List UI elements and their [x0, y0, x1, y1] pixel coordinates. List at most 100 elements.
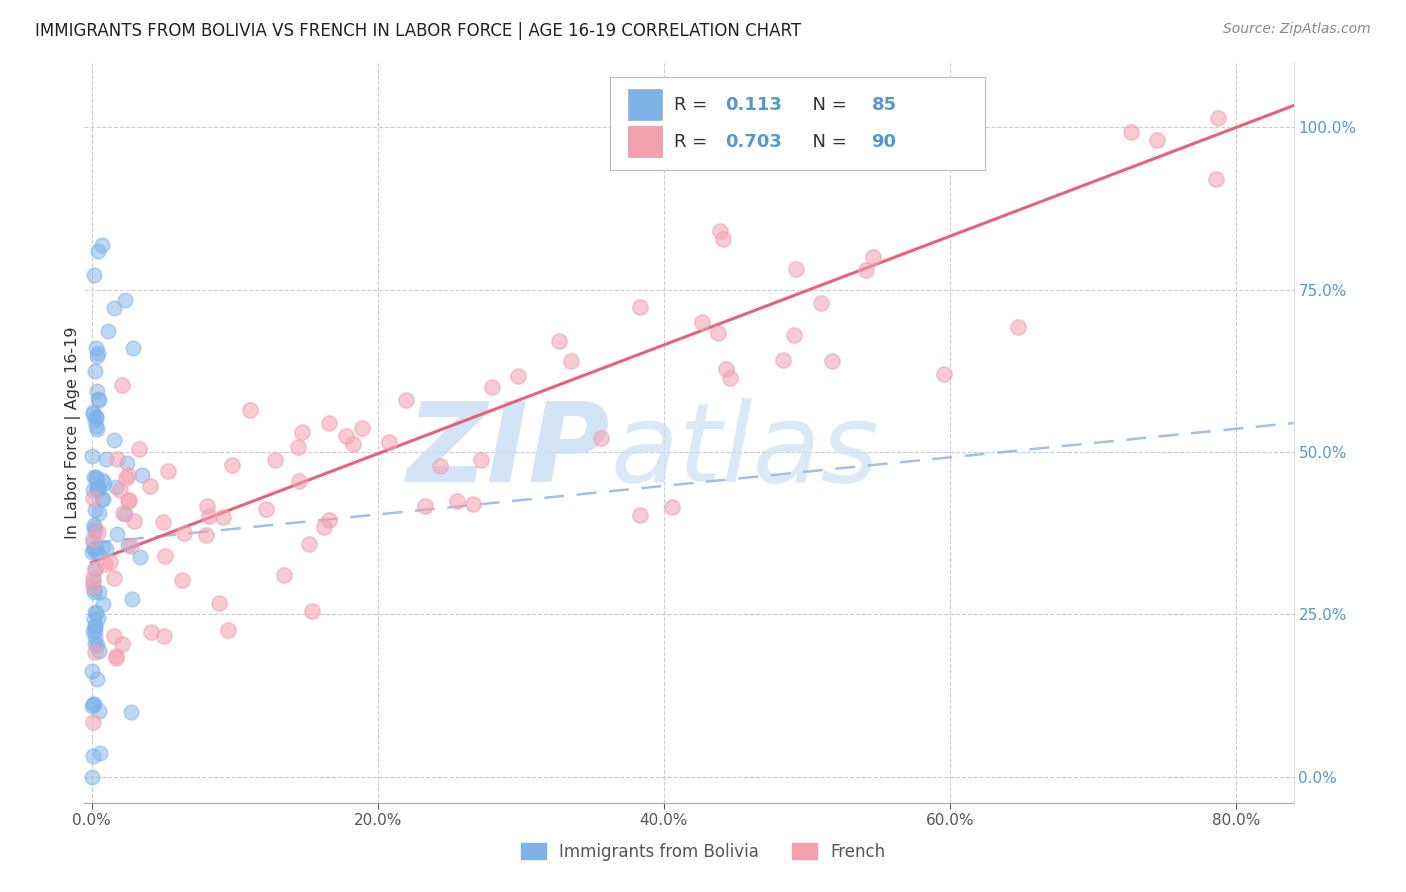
Point: [318, 416, 340, 430]
Point: [87, 346, 110, 360]
Point: [350, 421, 373, 435]
Point: [91, 492, 114, 507]
Point: [273, 568, 295, 582]
Point: [470, 453, 492, 467]
Point: [83, 521, 105, 535]
Point: [139, 479, 162, 493]
Point: [87, 585, 110, 599]
Point: [82, 697, 104, 711]
Point: [84, 636, 107, 650]
Point: [152, 516, 174, 530]
Point: [115, 471, 138, 485]
FancyBboxPatch shape: [610, 78, 986, 169]
Point: [93, 476, 115, 491]
Point: [114, 293, 136, 307]
Point: [591, 431, 613, 445]
Point: [82, 491, 104, 505]
Point: [86, 349, 108, 363]
Point: [862, 250, 884, 264]
Point: [87, 610, 110, 624]
Point: [318, 513, 340, 527]
Point: [82, 535, 104, 549]
Point: [94, 557, 117, 571]
Point: [86, 638, 108, 652]
Point: [112, 506, 135, 520]
Point: [80, 770, 103, 784]
Point: [254, 502, 277, 516]
Point: [630, 508, 652, 523]
Point: [128, 442, 150, 456]
Point: [548, 334, 571, 348]
Point: [785, 262, 807, 277]
Point: [83, 413, 105, 427]
Point: [707, 326, 730, 340]
Point: [117, 468, 139, 483]
Point: [90, 238, 112, 252]
Point: [1007, 320, 1029, 334]
Point: [129, 550, 152, 565]
Text: 85: 85: [872, 95, 897, 113]
Point: [104, 651, 127, 665]
Point: [82, 574, 104, 589]
Point: [287, 440, 309, 454]
Point: [782, 327, 804, 342]
Point: [335, 429, 357, 443]
Text: 0.703: 0.703: [725, 133, 782, 151]
Point: [711, 231, 734, 245]
Point: [690, 315, 713, 329]
Point: [91, 473, 114, 487]
Bar: [628, 89, 662, 120]
Point: [114, 507, 136, 521]
Point: [87, 482, 110, 496]
Point: [105, 451, 128, 466]
Point: [194, 528, 217, 542]
Text: Source: ZipAtlas.com: Source: ZipAtlas.com: [1223, 22, 1371, 37]
Point: [87, 644, 110, 658]
Point: [91, 540, 114, 554]
Point: [82, 748, 104, 763]
Point: [110, 483, 132, 497]
Point: [87, 392, 110, 406]
Point: [83, 542, 105, 557]
Point: [195, 499, 218, 513]
Point: [83, 698, 105, 712]
Point: [80, 544, 103, 558]
Point: [82, 664, 104, 678]
Point: [1206, 111, 1229, 125]
Point: [221, 458, 243, 472]
Point: [716, 362, 738, 376]
Point: [89, 481, 111, 495]
Point: [173, 526, 195, 541]
Point: [89, 746, 111, 760]
Point: [122, 514, 145, 528]
Point: [103, 629, 125, 643]
Point: [103, 571, 125, 585]
Point: [718, 371, 741, 385]
Point: [115, 456, 138, 470]
Point: [86, 545, 108, 559]
Text: 90: 90: [872, 133, 897, 151]
Point: [86, 483, 108, 497]
Point: [82, 405, 104, 419]
Point: [117, 538, 139, 552]
Point: [630, 300, 652, 314]
Point: [83, 562, 105, 576]
Point: [80, 449, 103, 463]
Point: [84, 470, 107, 484]
Point: [83, 584, 105, 599]
Point: [82, 624, 104, 639]
Point: [1205, 172, 1227, 186]
Point: [429, 458, 451, 473]
Point: [84, 562, 107, 576]
Point: [83, 470, 105, 484]
Point: [821, 354, 844, 368]
Point: [83, 518, 105, 533]
Point: [94, 541, 117, 556]
Point: [82, 698, 104, 713]
Point: [287, 475, 309, 489]
Point: [86, 481, 108, 495]
Point: [1146, 133, 1168, 147]
Point: [121, 591, 143, 606]
Point: [96, 452, 118, 467]
Point: [86, 341, 108, 355]
